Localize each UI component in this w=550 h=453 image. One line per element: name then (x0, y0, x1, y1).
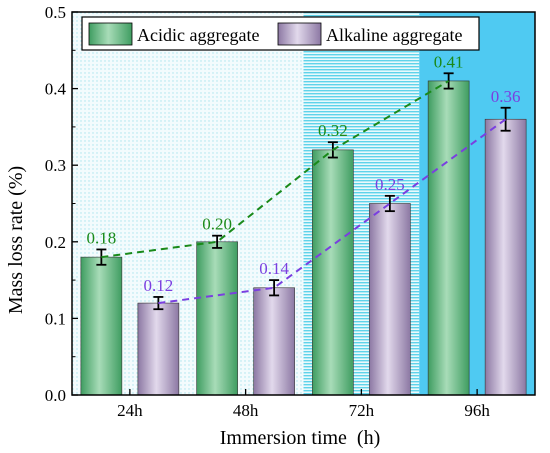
bar-acidic-24h (80, 256, 123, 396)
y-tick-label: 0.1 (45, 309, 66, 328)
y-tick-label: 0.5 (45, 3, 66, 22)
value-label: 0.36 (491, 87, 521, 106)
legend-label-alkaline: Alkaline aggregate (326, 25, 462, 45)
legend-swatch-alkaline (277, 22, 322, 46)
bar-alkaline-48h (253, 287, 295, 396)
x-axis-label: Immersion time (h) (220, 427, 381, 449)
value-label: 0.41 (434, 52, 464, 71)
value-label: 0.20 (202, 215, 232, 234)
x-tick-label: 24h (117, 401, 143, 420)
bar-acidic-72h (312, 149, 354, 396)
y-axis-label: Mass loss rate (%) (5, 166, 27, 314)
value-label: 0.12 (144, 276, 174, 295)
value-label: 0.25 (375, 175, 405, 194)
axes-layer: 0.0 0.1 0.2 0.3 0.4 0.5 24h 48h 72h 96h (45, 3, 536, 420)
x-tick-label: 48h (233, 401, 259, 420)
value-labels-layer: 0.18 0.20 0.32 0.41 0.12 0.14 0.25 0.36 (87, 52, 521, 295)
x-tick-label: 72h (349, 401, 375, 420)
legend-swatch-acidic (88, 22, 133, 46)
x-tick-label: 96h (464, 401, 490, 420)
value-label: 0.18 (87, 228, 117, 247)
bars-layer (80, 80, 527, 396)
y-tick-label: 0.0 (45, 386, 66, 405)
bar-alkaline-24h (137, 302, 180, 396)
bar-acidic-48h (196, 241, 238, 396)
bar-alkaline-72h (369, 203, 411, 396)
legend-label-acidic: Acidic aggregate (137, 25, 259, 45)
y-tick-label: 0.2 (45, 233, 66, 252)
value-label: 0.32 (318, 121, 348, 140)
bar-acidic-96h (427, 80, 470, 396)
legend: Acidic aggregate Alkaline aggregate (81, 16, 480, 51)
bar-alkaline-96h (484, 118, 527, 396)
y-tick-label: 0.4 (45, 80, 67, 99)
value-label: 0.14 (259, 259, 289, 278)
y-tick-label: 0.3 (45, 156, 66, 175)
